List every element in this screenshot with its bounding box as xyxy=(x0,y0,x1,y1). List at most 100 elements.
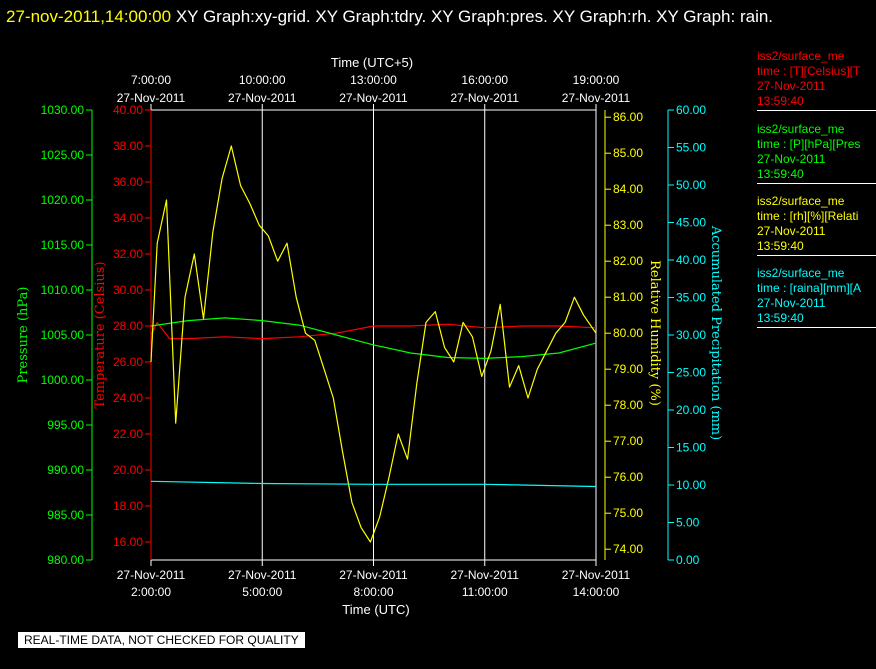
x-top-tick-label: 27-Nov-2011 xyxy=(117,91,186,105)
pressure-tick-label: 1030.00 xyxy=(41,103,85,117)
humidity-tick-label: 85.00 xyxy=(613,146,643,160)
precipitation-tick-label: 30.00 xyxy=(676,328,706,342)
temperature-series-line xyxy=(150,321,597,340)
x-top-tick-label: 13:00:00 xyxy=(350,73,397,87)
temperature-tick-label: 26.00 xyxy=(113,355,143,369)
legend-temperature: iss2/surface_me time : [T][Celsius][T 27… xyxy=(757,49,876,111)
precipitation-tick-label: 40.00 xyxy=(676,253,706,267)
legend-variable: time : [rh][%][Relati xyxy=(757,209,859,223)
legend-name: iss2/surface_me xyxy=(757,266,845,280)
humidity-tick-label: 78.00 xyxy=(613,398,643,412)
precipitation-tick-label: 60.00 xyxy=(676,103,706,117)
x-tick-label: 5:00:00 xyxy=(242,585,282,599)
title-timestamp: 27-nov-2011,14:00:00 xyxy=(6,7,172,26)
humidity-tick-label: 84.00 xyxy=(613,182,643,196)
temperature-tick-label: 38.00 xyxy=(113,139,143,153)
title-graph-list: XY Graph:xy-grid. XY Graph:tdry. XY Grap… xyxy=(175,7,774,26)
x-tick-label: 27-Nov-2011 xyxy=(117,568,186,582)
x-tick-label: 27-Nov-2011 xyxy=(562,568,631,582)
x-top-tick-label: 19:00:00 xyxy=(573,73,620,87)
x-tick-label: 11:00:00 xyxy=(462,585,508,599)
humidity-tick-label: 75.00 xyxy=(613,506,643,520)
x-tick-label: 27-Nov-2011 xyxy=(339,568,408,582)
humidity-tick-label: 86.00 xyxy=(613,110,643,124)
pressure-series-line xyxy=(150,317,597,359)
legend-variable: time : [raina][mm][A xyxy=(757,281,862,295)
temperature-tick-label: 30.00 xyxy=(113,283,143,297)
precipitation-tick-label: 45.00 xyxy=(676,216,706,230)
humidity-tick-label: 77.00 xyxy=(613,434,643,448)
precipitation-tick-label: 35.00 xyxy=(676,291,706,305)
precipitation-tick-label: 5.00 xyxy=(676,516,700,530)
temperature-tick-label: 32.00 xyxy=(113,247,143,261)
humidity-tick-label: 79.00 xyxy=(613,362,643,376)
temperature-tick-label: 40.00 xyxy=(113,103,143,117)
temperature-tick-label: 24.00 xyxy=(113,391,143,405)
temperature-tick-label: 36.00 xyxy=(113,175,143,189)
precipitation-tick-label: 50.00 xyxy=(676,178,706,192)
pressure-axis-title: Pressure (hPa) xyxy=(16,287,31,384)
x-top-tick-label: 27-Nov-2011 xyxy=(228,91,297,105)
humidity-tick-label: 82.00 xyxy=(613,254,643,268)
legend-precipitation: iss2/surface_me time : [raina][mm][A 27-… xyxy=(757,266,876,328)
legend-date: 27-Nov-2011 xyxy=(757,224,826,238)
humidity-tick-label: 80.00 xyxy=(613,326,643,340)
humidity-axis-title: Relative Humidity (%) xyxy=(647,260,662,406)
humidity-tick-label: 76.00 xyxy=(613,470,643,484)
temperature-tick-label: 16.00 xyxy=(113,535,143,549)
legend-date: 27-Nov-2011 xyxy=(757,152,826,166)
pressure-tick-label: 1010.00 xyxy=(41,283,85,297)
x-tick-label: 27-Nov-2011 xyxy=(228,568,297,582)
precipitation-tick-label: 20.00 xyxy=(676,403,706,417)
precipitation-tick-label: 25.00 xyxy=(676,366,706,380)
legend-pressure: iss2/surface_me time : [P][hPa][Pres 27-… xyxy=(757,122,876,184)
legend-variable: time : [P][hPa][Pres xyxy=(757,137,861,151)
legend-time: 13:59:40 xyxy=(757,311,804,325)
x-tick-label: 2:00:00 xyxy=(131,585,171,599)
x-tick-label: 27-Nov-2011 xyxy=(451,568,520,582)
top-axis-label: Time (UTC+5) xyxy=(331,55,413,70)
precipitation-axis-title: Accumulated Precipitation (mm) xyxy=(708,225,723,440)
x-top-tick-label: 27-Nov-2011 xyxy=(451,91,520,105)
x-top-tick-label: 16:00:00 xyxy=(461,73,508,87)
temperature-axis-title: Temperature (Celsius) xyxy=(93,261,108,408)
temperature-tick-label: 18.00 xyxy=(113,499,143,513)
x-top-tick-label: 10:00:00 xyxy=(239,73,286,87)
humidity-series-line xyxy=(150,145,597,543)
legend-time: 13:59:40 xyxy=(757,239,804,253)
x-tick-label: 8:00:00 xyxy=(353,585,393,599)
pressure-tick-label: 1000.00 xyxy=(41,373,85,387)
x-top-tick-label: 27-Nov-2011 xyxy=(339,91,408,105)
pressure-axis-label: Pressure (hPa) xyxy=(16,287,31,384)
pressure-tick-label: 990.00 xyxy=(47,463,84,477)
pressure-tick-label: 1025.00 xyxy=(41,148,85,162)
pressure-tick-label: 985.00 xyxy=(47,508,84,522)
temperature-tick-label: 22.00 xyxy=(113,427,143,441)
legend-date: 27-Nov-2011 xyxy=(757,296,826,310)
precipitation-tick-label: 0.00 xyxy=(676,553,700,567)
legend-variable: time : [T][Celsius][T xyxy=(757,64,861,78)
humidity-tick-label: 81.00 xyxy=(613,290,643,304)
pressure-tick-label: 1015.00 xyxy=(41,238,85,252)
humidity-axis-label: Relative Humidity (%) xyxy=(647,260,662,406)
precipitation-tick-label: 55.00 xyxy=(676,141,706,155)
legend-name: iss2/surface_me xyxy=(757,122,845,136)
quality-notice: REAL-TIME DATA, NOT CHECKED FOR QUALITY xyxy=(18,632,305,648)
temperature-tick-label: 28.00 xyxy=(113,319,143,333)
legend-humidity: iss2/surface_me time : [rh][%][Relati 27… xyxy=(757,194,876,256)
pressure-tick-label: 980.00 xyxy=(47,553,84,567)
precipitation-series-line xyxy=(150,480,597,488)
precipitation-tick-label: 10.00 xyxy=(676,478,706,492)
pressure-tick-label: 1020.00 xyxy=(41,193,85,207)
x-top-tick-label: 7:00:00 xyxy=(131,73,171,87)
temperature-tick-label: 20.00 xyxy=(113,463,143,477)
humidity-tick-label: 83.00 xyxy=(613,218,643,232)
x-tick-label: 14:00:00 xyxy=(573,585,620,599)
temperature-axis-label: Temperature (Celsius) xyxy=(93,261,108,408)
graph-title: 27-nov-2011,14:00:00 XY Graph:xy-grid. X… xyxy=(6,1,870,32)
legend-name: iss2/surface_me xyxy=(757,49,845,63)
bottom-axis-label: Time (UTC) xyxy=(342,602,409,617)
precipitation-tick-label: 15.00 xyxy=(676,441,706,455)
legend-date: 27-Nov-2011 xyxy=(757,79,826,93)
